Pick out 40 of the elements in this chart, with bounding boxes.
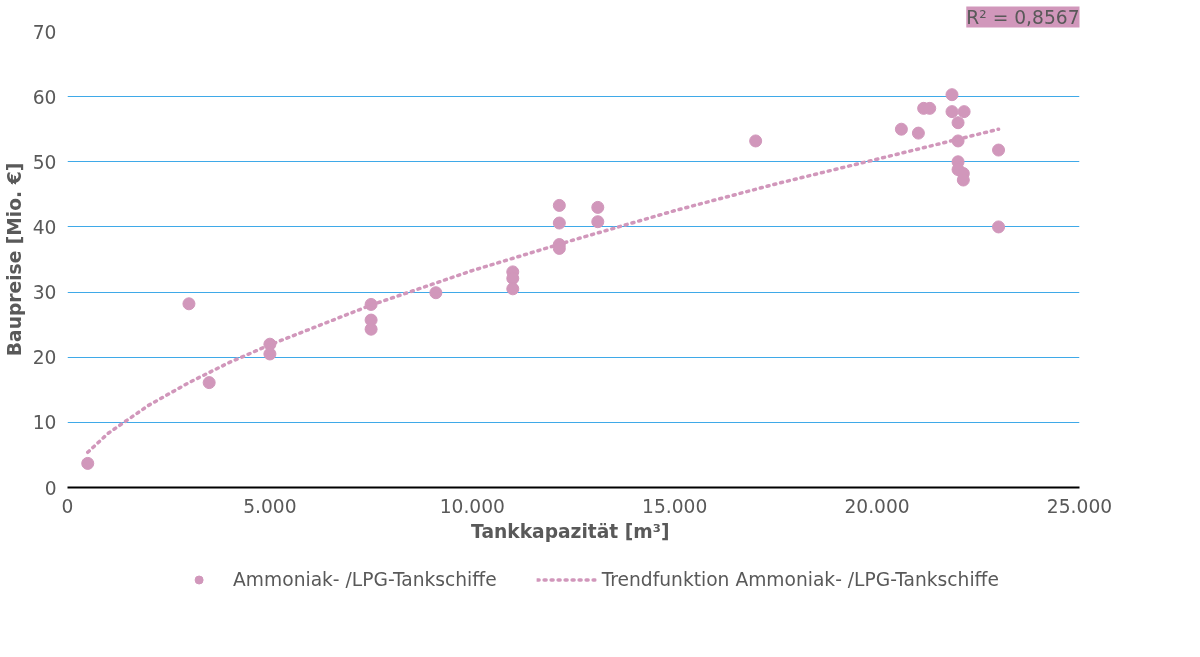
- point: [182, 297, 196, 311]
- legend-label: Trendfunktion Ammoniak- /LPG-Tankschiffe: [601, 568, 999, 590]
- point: [591, 215, 605, 229]
- x-tick-label: 20.000: [844, 495, 910, 517]
- point: [894, 122, 908, 136]
- point: [364, 322, 378, 336]
- x-axis-title: Tankkapazität [m³]: [471, 520, 670, 542]
- y-tick-label: 0: [44, 477, 57, 499]
- point: [951, 116, 965, 130]
- text: R² = 0,8567: [966, 6, 1080, 28]
- point: [263, 347, 277, 361]
- y-tick-label: 60: [32, 86, 57, 108]
- y-tick-label: 50: [32, 151, 57, 173]
- x-tick-label: 15.000: [642, 495, 708, 517]
- y-tick-label: 40: [32, 216, 57, 238]
- point: [911, 126, 925, 140]
- point: [945, 88, 959, 102]
- legend-label: Ammoniak- /LPG-Tankschiffe: [233, 568, 497, 590]
- point: [552, 198, 566, 212]
- line-series: [85, 127, 1001, 455]
- x-tick-label: 10.000: [439, 495, 505, 517]
- point: [992, 143, 1006, 157]
- x-tick-label: 0: [61, 495, 74, 517]
- point: [591, 200, 605, 214]
- y-tick-label: 20: [32, 347, 57, 369]
- point: [552, 216, 566, 230]
- y-tick-label: 30: [32, 282, 57, 304]
- point: [81, 456, 95, 470]
- x-tick-label: 25.000: [1046, 495, 1113, 517]
- y-tick-label: 70: [32, 21, 57, 43]
- y-tick-label: 10: [32, 412, 57, 434]
- point: [506, 282, 520, 296]
- y-axis-title: Baupreise [Mio. €]: [3, 162, 25, 357]
- point: [749, 134, 763, 148]
- point: [429, 286, 443, 300]
- point: [992, 220, 1006, 234]
- point: [945, 105, 959, 119]
- x-tick-label: 5.000: [243, 495, 297, 517]
- point: [202, 376, 216, 390]
- point: [957, 105, 971, 119]
